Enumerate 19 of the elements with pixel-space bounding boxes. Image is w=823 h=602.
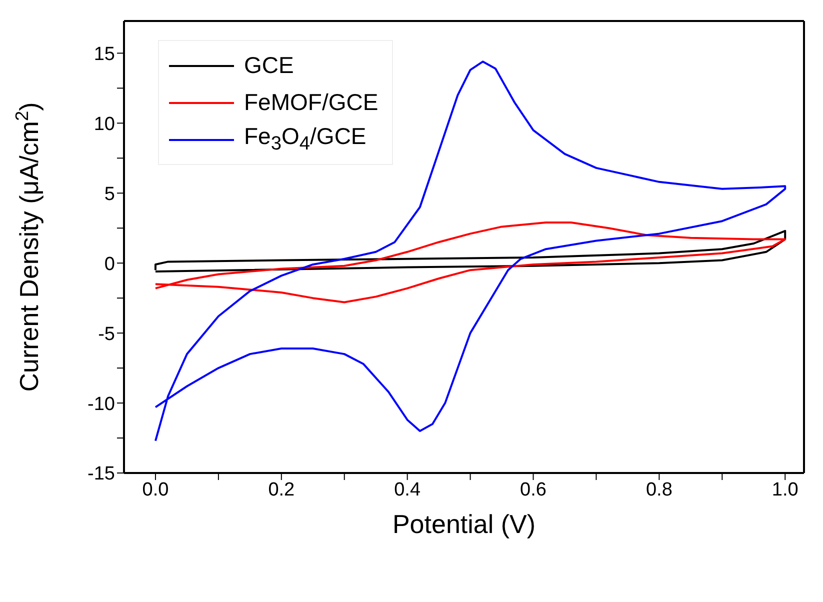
y-tick-label: 0 [104,254,115,275]
x-axis-title: Potential (V) [392,509,536,539]
x-tick-label: 0.0 [142,479,169,500]
y-tick-label: -5 [98,324,115,345]
x-tick-label: 0.8 [646,479,672,500]
y-tick-label: 5 [104,184,115,205]
legend-label: GCE [244,52,294,79]
legend-label: Fe$_{3}$O$_{4}$/GCE [244,123,366,156]
legend-label: FeMOF/GCE [244,89,378,116]
y-tick-label: 10 [94,114,115,135]
line-series [154,230,786,272]
x-tick-label: 0.6 [520,479,546,500]
x-tick-label: 1.0 [772,479,798,500]
line-series [154,222,786,304]
y-tick-label: -15 [88,464,115,485]
x-tick-label: 0.2 [268,479,295,500]
x-tick-label: 0.4 [394,479,421,500]
y-tick-label: 15 [94,44,115,65]
y-tick-label: -10 [88,394,115,415]
